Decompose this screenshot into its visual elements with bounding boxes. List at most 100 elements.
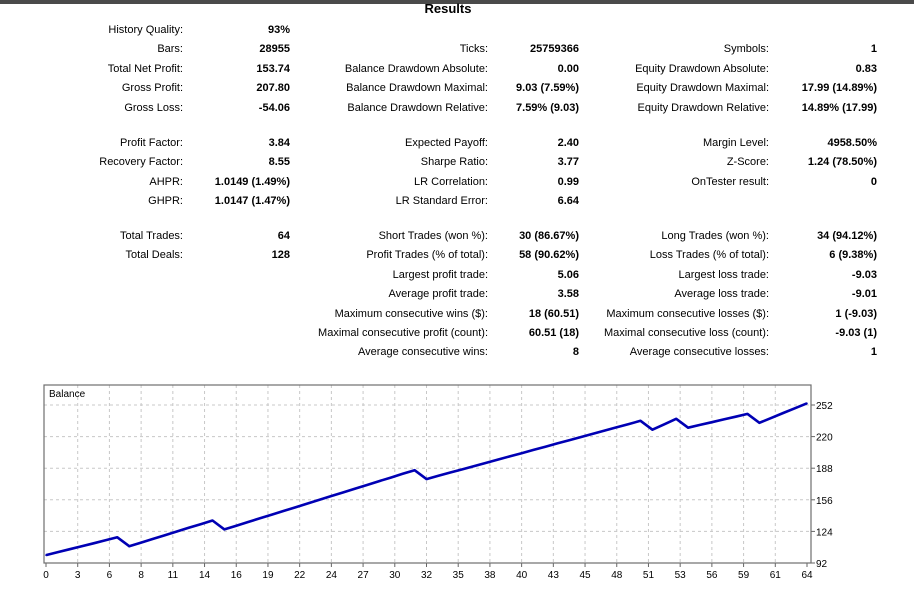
total-trades-value: 64 [277,230,290,242]
balance-point [461,468,463,471]
balance-point [437,475,440,477]
margin-level-value: 4958.50% [827,137,877,149]
x-tick-label: 38 [484,570,496,581]
largest-profit-trade-label: Largest profit trade: [392,268,488,281]
y-tick-label: 188 [816,464,833,475]
maximal-consecutive-loss-count-value: -9.03 (1) [835,327,877,339]
balance-point [68,548,71,550]
history-quality-value: 93% [267,24,290,36]
short-trades-won-value: 30 (86.67%) [519,230,579,242]
ontester-result-label: OnTester result: [691,175,769,188]
balance-point [283,510,285,512]
maximum-consecutive-losses-label: Maximum consecutive losses ($): [606,307,769,320]
total-net-profit-label: Total Net Profit: [107,62,183,75]
y-tick-label: 156 [816,496,833,507]
balance-point [164,534,166,537]
balance-point [568,439,570,442]
balance-point [80,545,83,548]
average-profit-trade-label: Average profit trade: [388,288,488,301]
equity-drawdown-maximal-value: 17.99 (14.89%) [801,82,877,95]
x-tick-label: 56 [706,570,718,581]
average-consecutive-wins-value: 8 [572,346,579,359]
balance-point [782,412,785,414]
equity-drawdown-absolute-label: Equity Drawdown Absolute: [635,62,769,75]
x-tick-label: 8 [138,570,144,581]
balance-point [401,473,404,475]
y-tick-label: 124 [816,527,833,538]
recovery-factor-value: 8.55 [268,156,290,169]
total-trades-label: Total Trades: [120,230,183,242]
balance-point [187,527,190,529]
balance-drawdown-maximal-value: 9.03 (7.59%) [516,82,579,95]
balance-point [651,428,654,431]
balance-point [508,455,511,458]
z-score-label: Z-Score: [726,156,769,169]
balance-point [639,420,642,422]
lr-correlation-label: LR Correlation: [414,175,488,188]
window-top-bar [0,0,914,4]
short-trades-won-label: Short Trades (won %): [378,230,488,242]
lr-standard-error-value: 6.64 [557,195,579,208]
average-loss-trade-value: -9.01 [851,288,877,301]
balance-point [271,513,273,516]
profit-factor-value: 3.84 [268,137,290,149]
balance-point [520,452,523,454]
balance-point [128,545,131,548]
ghpr-label: GHPR: [148,195,183,208]
x-tick-label: 6 [107,570,113,581]
balance-point [687,426,689,429]
balance-point [449,471,452,474]
chart-frame [43,384,812,564]
balance-point [378,480,380,483]
balance-point [770,417,773,419]
x-tick-label: 0 [43,570,49,581]
balance-point [699,424,701,426]
x-tick-label: 27 [358,570,370,581]
x-tick-label: 35 [453,570,465,581]
x-tick-label: 45 [579,570,591,581]
balance-point [211,519,214,522]
x-tick-label: 40 [516,570,528,581]
maximal-consecutive-loss-count-label: Maximal consecutive loss (count): [603,327,769,339]
balance-point [294,506,297,509]
profit-trades-of-total-value: 58 (90.62%) [519,249,579,262]
bars-label: Bars: [157,43,183,56]
balance-point [580,436,582,438]
balance-point [532,449,535,451]
x-tick-label: 16 [231,570,243,581]
symbols-label: Symbols: [723,43,769,56]
expected-payoff-value: 2.40 [557,137,579,149]
balance-point [342,491,345,494]
balance-point [758,421,761,424]
lr-standard-error-label: LR Standard Error: [395,195,488,208]
gross-loss-value: -54.06 [258,101,290,114]
balance-point [806,402,808,405]
y-tick-label: 252 [816,401,833,412]
balance-point [485,462,487,464]
largest-loss-trade-value: -9.03 [851,268,877,281]
balance-point [116,536,119,539]
ticks-value: 25759366 [530,43,579,56]
balance-drawdown-maximal-label: Balance Drawdown Maximal: [346,82,488,95]
balance-point [57,551,59,553]
balance-point [663,423,666,426]
balance-point [390,476,392,479]
balance-drawdown-absolute-value: 0.00 [557,62,579,75]
average-consecutive-losses-value: 1 [870,346,877,359]
maximum-consecutive-losses-value: 1 (-9.03) [835,307,877,320]
balance-point [413,469,416,471]
total-deals-label: Total Deals: [125,249,183,262]
average-consecutive-losses-label: Average consecutive losses: [629,346,769,359]
balance-point [247,521,249,523]
balance-point [473,465,475,467]
balance-point [175,530,178,533]
balance-point [199,523,202,525]
x-tick-label: 48 [611,570,623,581]
total-deals-value: 128 [271,249,290,262]
ticks-label: Ticks: [459,43,488,56]
chart-title: Balance [49,389,86,400]
margin-level-label: Margin Level: [702,137,769,149]
balance-point [592,432,594,435]
x-tick-label: 59 [738,570,750,581]
balance-point [366,484,368,486]
